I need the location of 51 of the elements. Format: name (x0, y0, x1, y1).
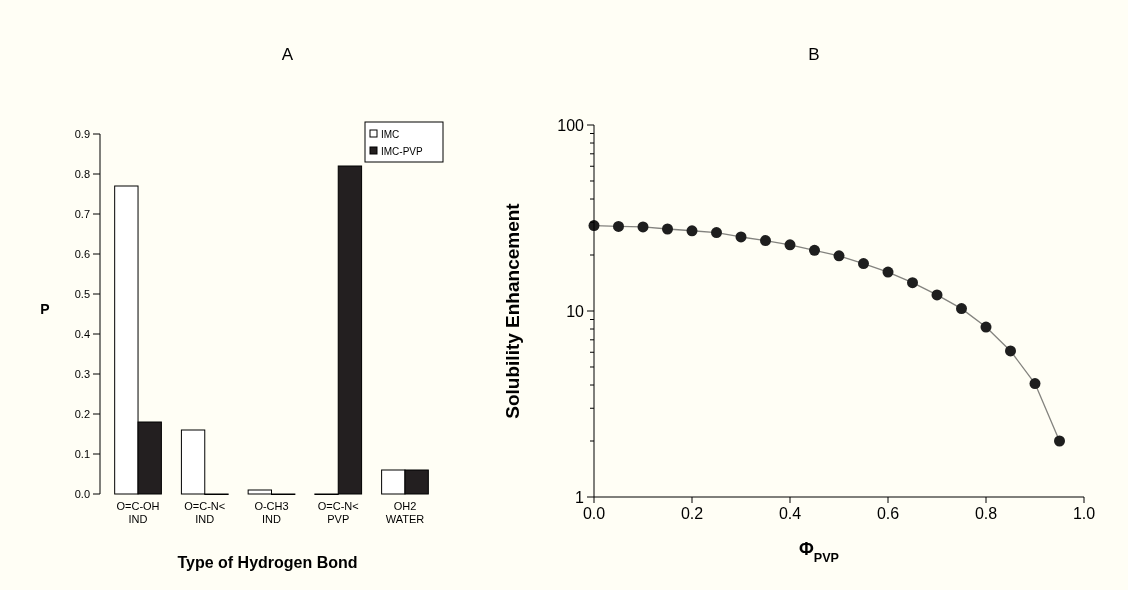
point (686, 225, 698, 237)
point (833, 250, 845, 262)
point (662, 223, 673, 235)
x-tick-label: 0.6 (876, 505, 900, 522)
y-tick-label: 0.0 (74, 487, 90, 500)
point (784, 239, 796, 251)
x-tick-label: 0.4 (778, 505, 802, 522)
point (956, 303, 967, 315)
y-tick-label: 10 (566, 302, 585, 320)
point (980, 321, 992, 333)
y-tick-label: 0.2 (74, 407, 90, 420)
y-tick-label: 0.6 (74, 247, 90, 260)
y-axis-title: P (40, 301, 50, 317)
y-tick-label: 1 (575, 488, 585, 506)
point (735, 231, 747, 243)
point (858, 258, 869, 270)
point (711, 227, 722, 239)
y-tick-label: 0.8 (74, 167, 90, 180)
y-tick-label: 0.5 (74, 287, 90, 300)
x-axis-title: Type of Hydrogen Bond (177, 554, 358, 571)
point (809, 244, 820, 256)
y-tick-label: 0.1 (74, 447, 90, 460)
point (637, 221, 649, 233)
x-tick-label: 0.8 (974, 505, 998, 522)
y-tick-label: 0.9 (74, 127, 90, 140)
point (907, 277, 918, 289)
y-tick-label: 100 (557, 116, 585, 134)
chart-title: A (281, 45, 294, 64)
legend-label: IMC-PVP (381, 145, 423, 157)
x-tick-label: O=C-N< PVP (317, 500, 359, 525)
x-axis-title: Φ$_{PVP}$ (799, 539, 839, 565)
x-tick-label: 0.0 (582, 505, 606, 522)
y-tick-label: 0.3 (74, 367, 90, 380)
y-tick-label: 0.7 (74, 207, 90, 220)
x-tick-label: O=C-OH IND (116, 500, 160, 525)
x-tick-label: OH2 WATER (385, 500, 425, 525)
point (882, 266, 894, 278)
point (613, 220, 624, 232)
point (1054, 435, 1065, 447)
legend-label: IMC (381, 128, 400, 140)
x-tick-label: O-CH3 IND (254, 500, 289, 525)
point (760, 235, 771, 247)
y-axis-title: Solubility Enhancement (502, 202, 523, 419)
point (1029, 378, 1041, 390)
point (931, 289, 943, 301)
y-tick-label: 0.4 (74, 327, 90, 340)
x-tick-label: 0.2 (680, 505, 704, 522)
x-tick-label: 1.0 (1072, 505, 1096, 522)
point (1005, 345, 1016, 357)
x-tick-label: O=C-N< IND (184, 500, 226, 525)
chart-title: B (808, 45, 820, 64)
